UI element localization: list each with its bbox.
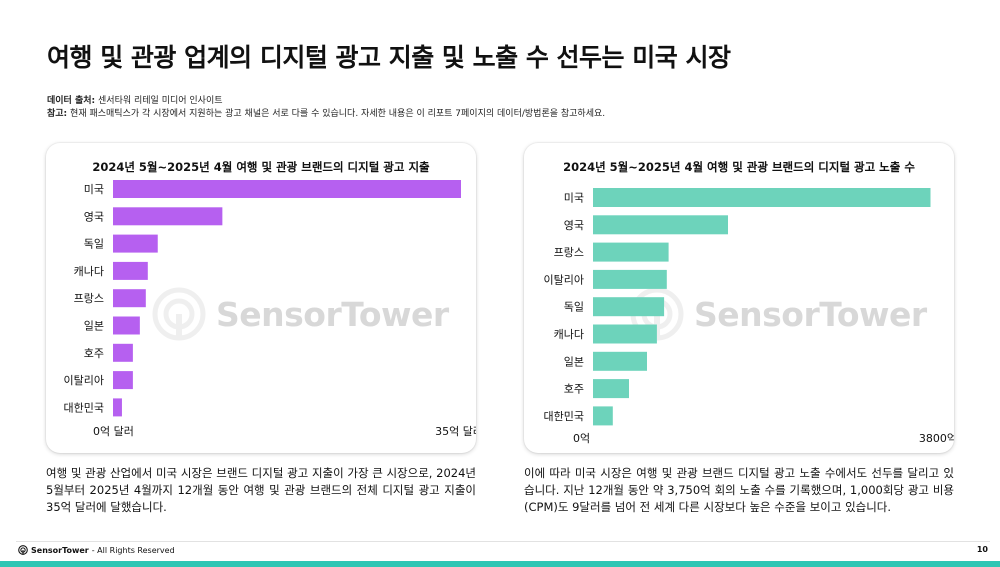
category-label: 일본 xyxy=(84,319,104,333)
bar-0 xyxy=(593,188,931,207)
bar-1 xyxy=(113,207,223,226)
category-label: 대한민국 xyxy=(544,410,584,423)
bar-4 xyxy=(593,297,665,317)
bar-2 xyxy=(113,234,158,253)
footer-rights: - All Rights Reserved xyxy=(91,545,175,555)
page-number: 10 xyxy=(976,545,988,554)
category-label: 영국 xyxy=(84,210,104,223)
bar-4 xyxy=(113,289,146,308)
bar-7 xyxy=(593,379,629,399)
category-label: 캐나다 xyxy=(554,328,584,341)
footer-brand: SensorTower xyxy=(31,545,89,555)
source-text: 센서타워 리테일 미디어 인사이트 xyxy=(98,96,223,106)
note-text: 현재 패스매틱스가 각 시장에서 지원하는 광고 채널은 서로 다를 수 있습니… xyxy=(70,109,606,119)
category-label: 미국 xyxy=(564,192,584,205)
impression-description: 이에 따라 미국 시장은 여행 및 관광 브랜드 디지털 광고 노출 수에서도 … xyxy=(524,466,954,514)
category-label: 미국 xyxy=(84,183,104,196)
category-label: 영국 xyxy=(564,219,584,232)
category-label: 독일 xyxy=(84,237,104,251)
bar-7 xyxy=(113,371,133,390)
data-source-line: 데이터 출처: 센서타워 리테일 미디어 인사이트 xyxy=(47,95,605,108)
category-label: 호주 xyxy=(564,383,584,396)
x-tick-label-min: 0억 xyxy=(573,432,590,445)
category-label: 대한민국 xyxy=(64,401,104,414)
category-label: 호주 xyxy=(84,347,104,360)
bottom-accent-bar xyxy=(0,561,1000,567)
category-label: 프랑스 xyxy=(74,292,104,305)
bar-8 xyxy=(593,406,613,426)
bar-6 xyxy=(593,351,647,371)
bar-2 xyxy=(593,242,669,262)
bar-3 xyxy=(593,269,667,289)
spend-description: 여행 및 관광 산업에서 미국 시장은 브랜드 디지털 광고 지출이 가장 큰 … xyxy=(46,466,476,514)
x-tick-label-max: 35억 달러 xyxy=(435,425,476,438)
category-label: 캐나다 xyxy=(74,265,104,278)
spend-chart-title: 2024년 5월~2025년 4월 여행 및 관광 브랜드의 디지털 광고 지출 xyxy=(92,160,430,174)
note-label: 참고: xyxy=(47,109,68,119)
impression-chart-title: 2024년 5월~2025년 4월 여행 및 관광 브랜드의 디지털 광고 노출… xyxy=(563,160,915,174)
bar-1 xyxy=(593,215,728,235)
x-tick-label-min: 0억 달러 xyxy=(93,425,134,438)
x-tick-label-max: 3800억 xyxy=(919,432,954,445)
category-label: 독일 xyxy=(564,300,584,314)
category-label: 프랑스 xyxy=(554,246,584,259)
bar-5 xyxy=(593,324,657,344)
source-notes: 데이터 출처: 센서타워 리테일 미디어 인사이트 참고: 현재 패스매틱스가 … xyxy=(47,95,605,121)
source-label: 데이터 출처: xyxy=(47,96,96,106)
page-title: 여행 및 관광 업계의 디지털 광고 지출 및 노출 수 선두는 미국 시장 xyxy=(47,43,731,72)
sensortower-logo-icon xyxy=(18,545,28,555)
category-label: 일본 xyxy=(564,354,584,368)
category-label: 이탈리아 xyxy=(64,374,104,387)
footer-logo: SensorTower - All Rights Reserved xyxy=(18,545,175,555)
bar-8 xyxy=(113,398,122,417)
spend-chart-card: SensorTower 2024년 5월~2025년 4월 여행 및 관광 브랜… xyxy=(46,143,476,453)
impression-chart-card: SensorTower 2024년 5월~2025년 4월 여행 및 관광 브랜… xyxy=(524,143,954,453)
footer-divider xyxy=(16,541,990,542)
bar-5 xyxy=(113,316,140,335)
bar-3 xyxy=(113,261,148,280)
bar-0 xyxy=(113,180,461,198)
note-line: 참고: 현재 패스매틱스가 각 시장에서 지원하는 광고 채널은 서로 다를 수… xyxy=(47,108,605,121)
category-label: 이탈리아 xyxy=(544,273,584,286)
bar-6 xyxy=(113,343,133,362)
